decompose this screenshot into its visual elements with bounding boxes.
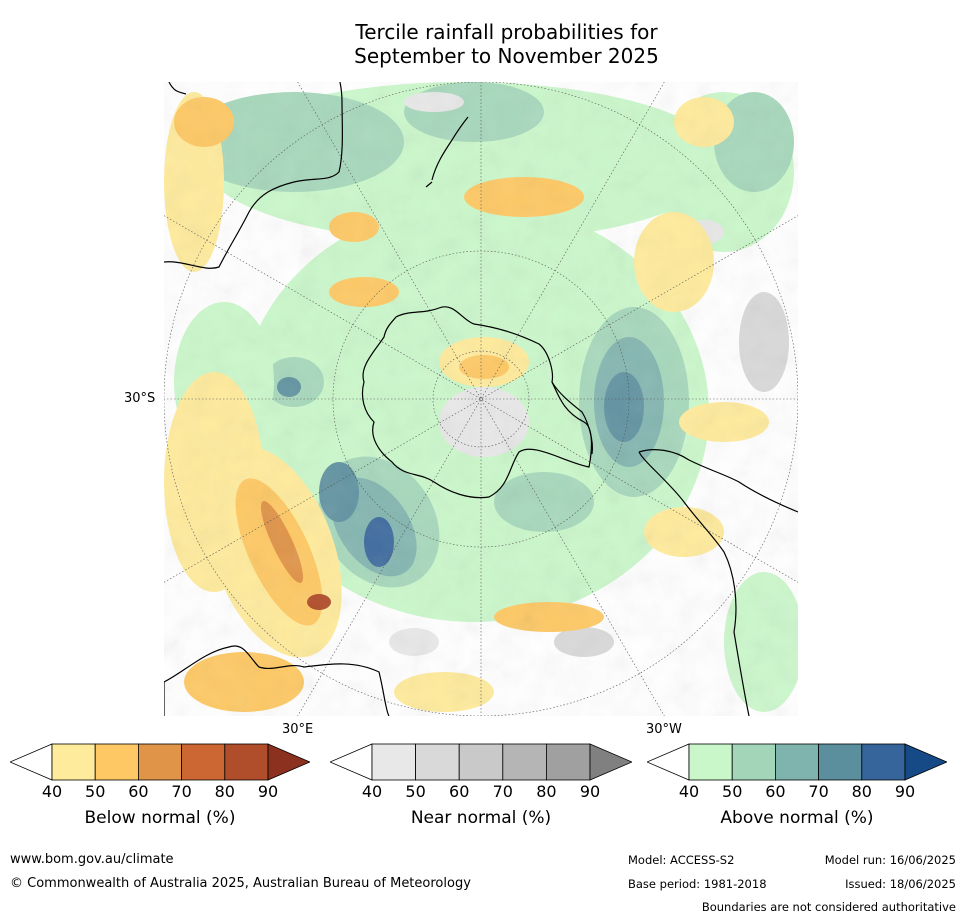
colorbar-near-normal: 40 50 60 70 80 90 xyxy=(330,743,632,801)
colorbar-box xyxy=(224,743,269,781)
colorbar-box xyxy=(502,743,547,781)
rainfall-probability-map xyxy=(164,82,798,716)
colorbar-tick-label: 80 xyxy=(851,782,872,801)
lat-label-30s: 30°S xyxy=(124,391,156,406)
colorbar-title-near: Near normal (%) xyxy=(410,808,552,828)
colorbar-above-normal: 40 50 60 70 80 90 xyxy=(647,743,947,801)
colorbar-svg xyxy=(10,743,310,781)
model-run-text: Model run: 16/06/2025 xyxy=(824,853,956,867)
colorbar-tick-label: 60 xyxy=(449,782,470,801)
colorbar-box xyxy=(371,743,416,781)
colorbar-tick-label: 70 xyxy=(171,782,192,801)
colorbar-tick-label: 40 xyxy=(678,782,700,801)
colorbar-box xyxy=(94,743,139,781)
graticule xyxy=(164,82,798,716)
australia-coast xyxy=(164,645,390,716)
colorbar-tick-label: 40 xyxy=(41,782,63,801)
issued-text: Issued: 18/06/2025 xyxy=(845,877,956,891)
colorbar-box xyxy=(861,743,906,781)
map-title: Tercile rainfall probabilities for Septe… xyxy=(0,20,965,68)
colorbar-title-below: Below normal (%) xyxy=(84,808,236,828)
colorbar-tick-label: 90 xyxy=(257,782,279,801)
colorbar-box xyxy=(688,743,733,781)
colorbar-below-normal: 40 50 60 70 80 90 xyxy=(10,743,310,801)
colorbar-tick-label: 50 xyxy=(405,782,426,801)
map-svg xyxy=(164,82,798,716)
south-america-coast xyxy=(638,449,798,716)
title-line-1: Tercile rainfall probabilities for xyxy=(355,20,658,44)
colorbar-extend-low xyxy=(647,743,690,781)
colorbar-extend-high xyxy=(904,743,947,781)
colorbar-tick-label: 90 xyxy=(579,782,601,801)
colorbar-extend-low xyxy=(10,743,53,781)
island-coast xyxy=(168,82,187,95)
colorbar-box xyxy=(51,743,96,781)
colorbar-box xyxy=(774,743,819,781)
colorbar-tick-label: 70 xyxy=(492,782,513,801)
colorbar-extend-high xyxy=(589,743,632,781)
model-text: Model: ACCESS-S2 xyxy=(628,853,735,867)
colorbar-box xyxy=(545,743,591,781)
colorbar-box xyxy=(458,743,504,781)
antarctic-peninsula-coast xyxy=(551,381,593,455)
colorbar-title-above: Above normal (%) xyxy=(720,808,874,828)
colorbar-tick-label: 60 xyxy=(128,782,149,801)
lon-label-30w: 30°W xyxy=(646,722,682,737)
colorbar-tick-label: 80 xyxy=(536,782,557,801)
colorbar-tick-label: 80 xyxy=(214,782,235,801)
colorbar-svg xyxy=(647,743,947,781)
colorbar-tick-label: 70 xyxy=(808,782,829,801)
coastlines xyxy=(164,82,798,716)
copyright-text: © Commonwealth of Australia 2025, Austra… xyxy=(10,876,471,891)
colorbar-extend-low xyxy=(330,743,373,781)
colorbar-box xyxy=(818,743,863,781)
colorbar-tick-label: 40 xyxy=(361,782,383,801)
website-text: www.bom.gov.au/climate xyxy=(10,852,174,867)
africa-coast xyxy=(164,82,343,269)
colorbar-box xyxy=(731,743,776,781)
title-line-2: September to November 2025 xyxy=(354,44,659,68)
colorbar-tick-label: 50 xyxy=(85,782,106,801)
base-period-text: Base period: 1981-2018 xyxy=(628,877,767,891)
colorbar-extend-high xyxy=(267,743,310,781)
colorbar-tick-label: 90 xyxy=(894,782,916,801)
disclaimer-text: Boundaries are not considered authoritat… xyxy=(701,900,956,914)
new-zealand-coast xyxy=(425,116,469,188)
colorbar-tick-label: 60 xyxy=(765,782,786,801)
colorbar-svg xyxy=(330,743,632,781)
colorbar-box xyxy=(137,743,182,781)
lon-label-30e: 30°E xyxy=(282,722,314,737)
colorbar-box xyxy=(181,743,226,781)
antarctica-coast xyxy=(361,306,592,499)
colorbar-tick-label: 50 xyxy=(722,782,743,801)
colorbar-box xyxy=(415,743,460,781)
